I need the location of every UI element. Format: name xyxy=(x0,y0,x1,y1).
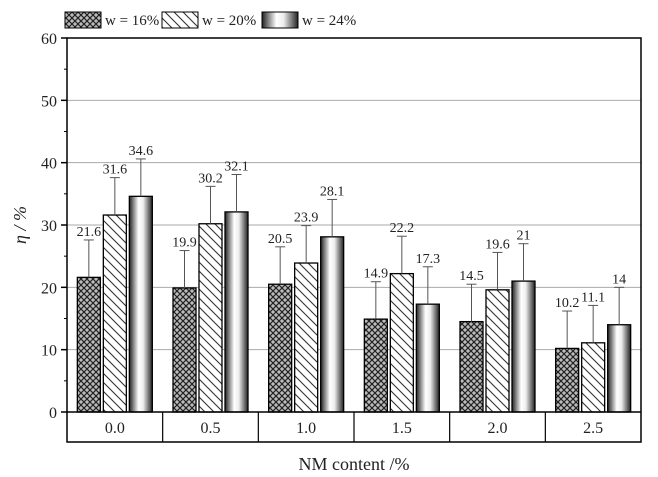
data-label: 32.1 xyxy=(224,160,249,175)
x-axis-label: NM content /% xyxy=(299,454,410,474)
bar xyxy=(294,262,319,413)
x-tick-label: 1.0 xyxy=(296,420,316,437)
y-tick-label: 30 xyxy=(41,218,57,235)
bar xyxy=(198,223,223,413)
y-axis-label: η / % xyxy=(10,206,30,244)
x-tick-label: 1.5 xyxy=(392,420,412,437)
bar xyxy=(128,195,153,413)
bar xyxy=(76,276,101,413)
bar xyxy=(581,342,606,413)
bar xyxy=(268,283,293,413)
data-label: 17.3 xyxy=(416,252,441,267)
y-tick-label: 20 xyxy=(41,280,57,297)
data-label: 28.1 xyxy=(320,184,345,199)
data-label: 14.5 xyxy=(459,269,484,284)
bar xyxy=(102,214,127,413)
y-tick-label: 10 xyxy=(41,343,57,360)
bar xyxy=(389,272,414,413)
y-tick-label: 50 xyxy=(41,93,57,110)
data-label: 19.9 xyxy=(172,236,197,251)
x-tick-label: 0.0 xyxy=(105,420,125,437)
data-label: 19.6 xyxy=(485,237,510,252)
bar xyxy=(363,318,388,413)
y-tick-label: 60 xyxy=(41,31,57,48)
legend-swatch xyxy=(64,11,102,29)
data-label: 34.6 xyxy=(129,144,154,159)
y-tick-label: 0 xyxy=(49,405,57,422)
legend-label: w = 20% xyxy=(202,13,256,29)
bar xyxy=(320,236,345,413)
data-label: 22.2 xyxy=(390,221,415,236)
bar xyxy=(607,324,632,413)
data-label: 20.5 xyxy=(268,232,293,247)
bar xyxy=(555,347,580,413)
bar xyxy=(224,211,249,413)
data-label: 21.6 xyxy=(77,225,102,240)
data-label: 11.1 xyxy=(581,290,605,305)
data-label: 31.6 xyxy=(103,163,128,178)
data-label: 23.9 xyxy=(294,211,319,226)
plot-frame xyxy=(66,37,642,443)
bar xyxy=(172,287,197,413)
legend-label: w = 16% xyxy=(105,13,159,29)
x-tick-label: 2.0 xyxy=(488,420,508,437)
x-tick-label: 2.5 xyxy=(583,420,603,437)
data-label: 30.2 xyxy=(198,171,223,186)
legend-label: w = 24% xyxy=(302,13,356,29)
data-label: 14.9 xyxy=(364,267,389,282)
data-label: 10.2 xyxy=(555,296,580,311)
legend-swatch xyxy=(161,11,199,29)
bar xyxy=(415,303,440,413)
legend: w = 16% w = 20% w = 24% xyxy=(64,11,356,29)
y-tick-label: 40 xyxy=(41,156,57,173)
bar xyxy=(511,280,536,413)
data-label: 21 xyxy=(517,229,531,244)
data-label: 14 xyxy=(612,272,626,287)
bar xyxy=(459,320,484,413)
legend-swatch xyxy=(261,11,299,29)
bar xyxy=(485,289,510,413)
x-tick-label: 0.5 xyxy=(201,420,221,437)
